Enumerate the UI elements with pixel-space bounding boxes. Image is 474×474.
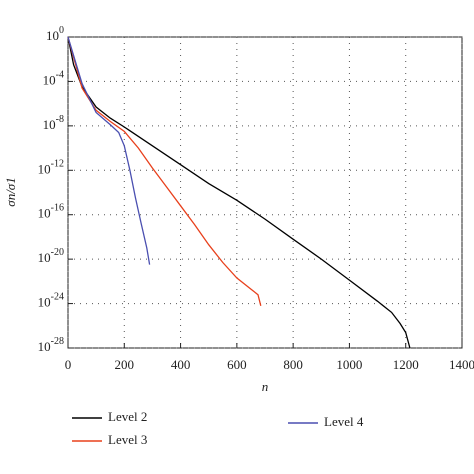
y-tick-label: 10-20 bbox=[38, 247, 64, 265]
x-tick-label: 1400 bbox=[449, 357, 474, 372]
y-axis-label: σn/σ1 bbox=[3, 177, 18, 206]
series-line bbox=[67, 36, 411, 349]
y-tick-label: 10-28 bbox=[38, 336, 64, 354]
plot-frame bbox=[67, 36, 463, 349]
y-tick-label: 100 bbox=[46, 25, 64, 43]
y-tick-label: 10-24 bbox=[38, 292, 64, 310]
legend-label: Level 2 bbox=[108, 409, 147, 424]
x-tick-label: 400 bbox=[171, 357, 191, 372]
x-tick-label: 600 bbox=[227, 357, 247, 372]
x-tick-label: 1200 bbox=[393, 357, 419, 372]
y-tick-label: 10-4 bbox=[43, 70, 64, 88]
series-line bbox=[67, 36, 262, 306]
x-tick-label: 800 bbox=[283, 357, 303, 372]
legend-label: Level 3 bbox=[108, 432, 147, 447]
series-line bbox=[67, 36, 151, 265]
x-axis-label: n bbox=[262, 379, 269, 394]
x-tick-label: 200 bbox=[115, 357, 135, 372]
x-tick-label: 1000 bbox=[336, 357, 362, 372]
y-tick-label: 10-12 bbox=[38, 159, 64, 177]
legend-label: Level 4 bbox=[324, 414, 364, 429]
y-tick-label: 10-16 bbox=[38, 203, 64, 221]
y-tick-label: 10-8 bbox=[43, 114, 64, 132]
x-tick-label: 0 bbox=[65, 357, 72, 372]
